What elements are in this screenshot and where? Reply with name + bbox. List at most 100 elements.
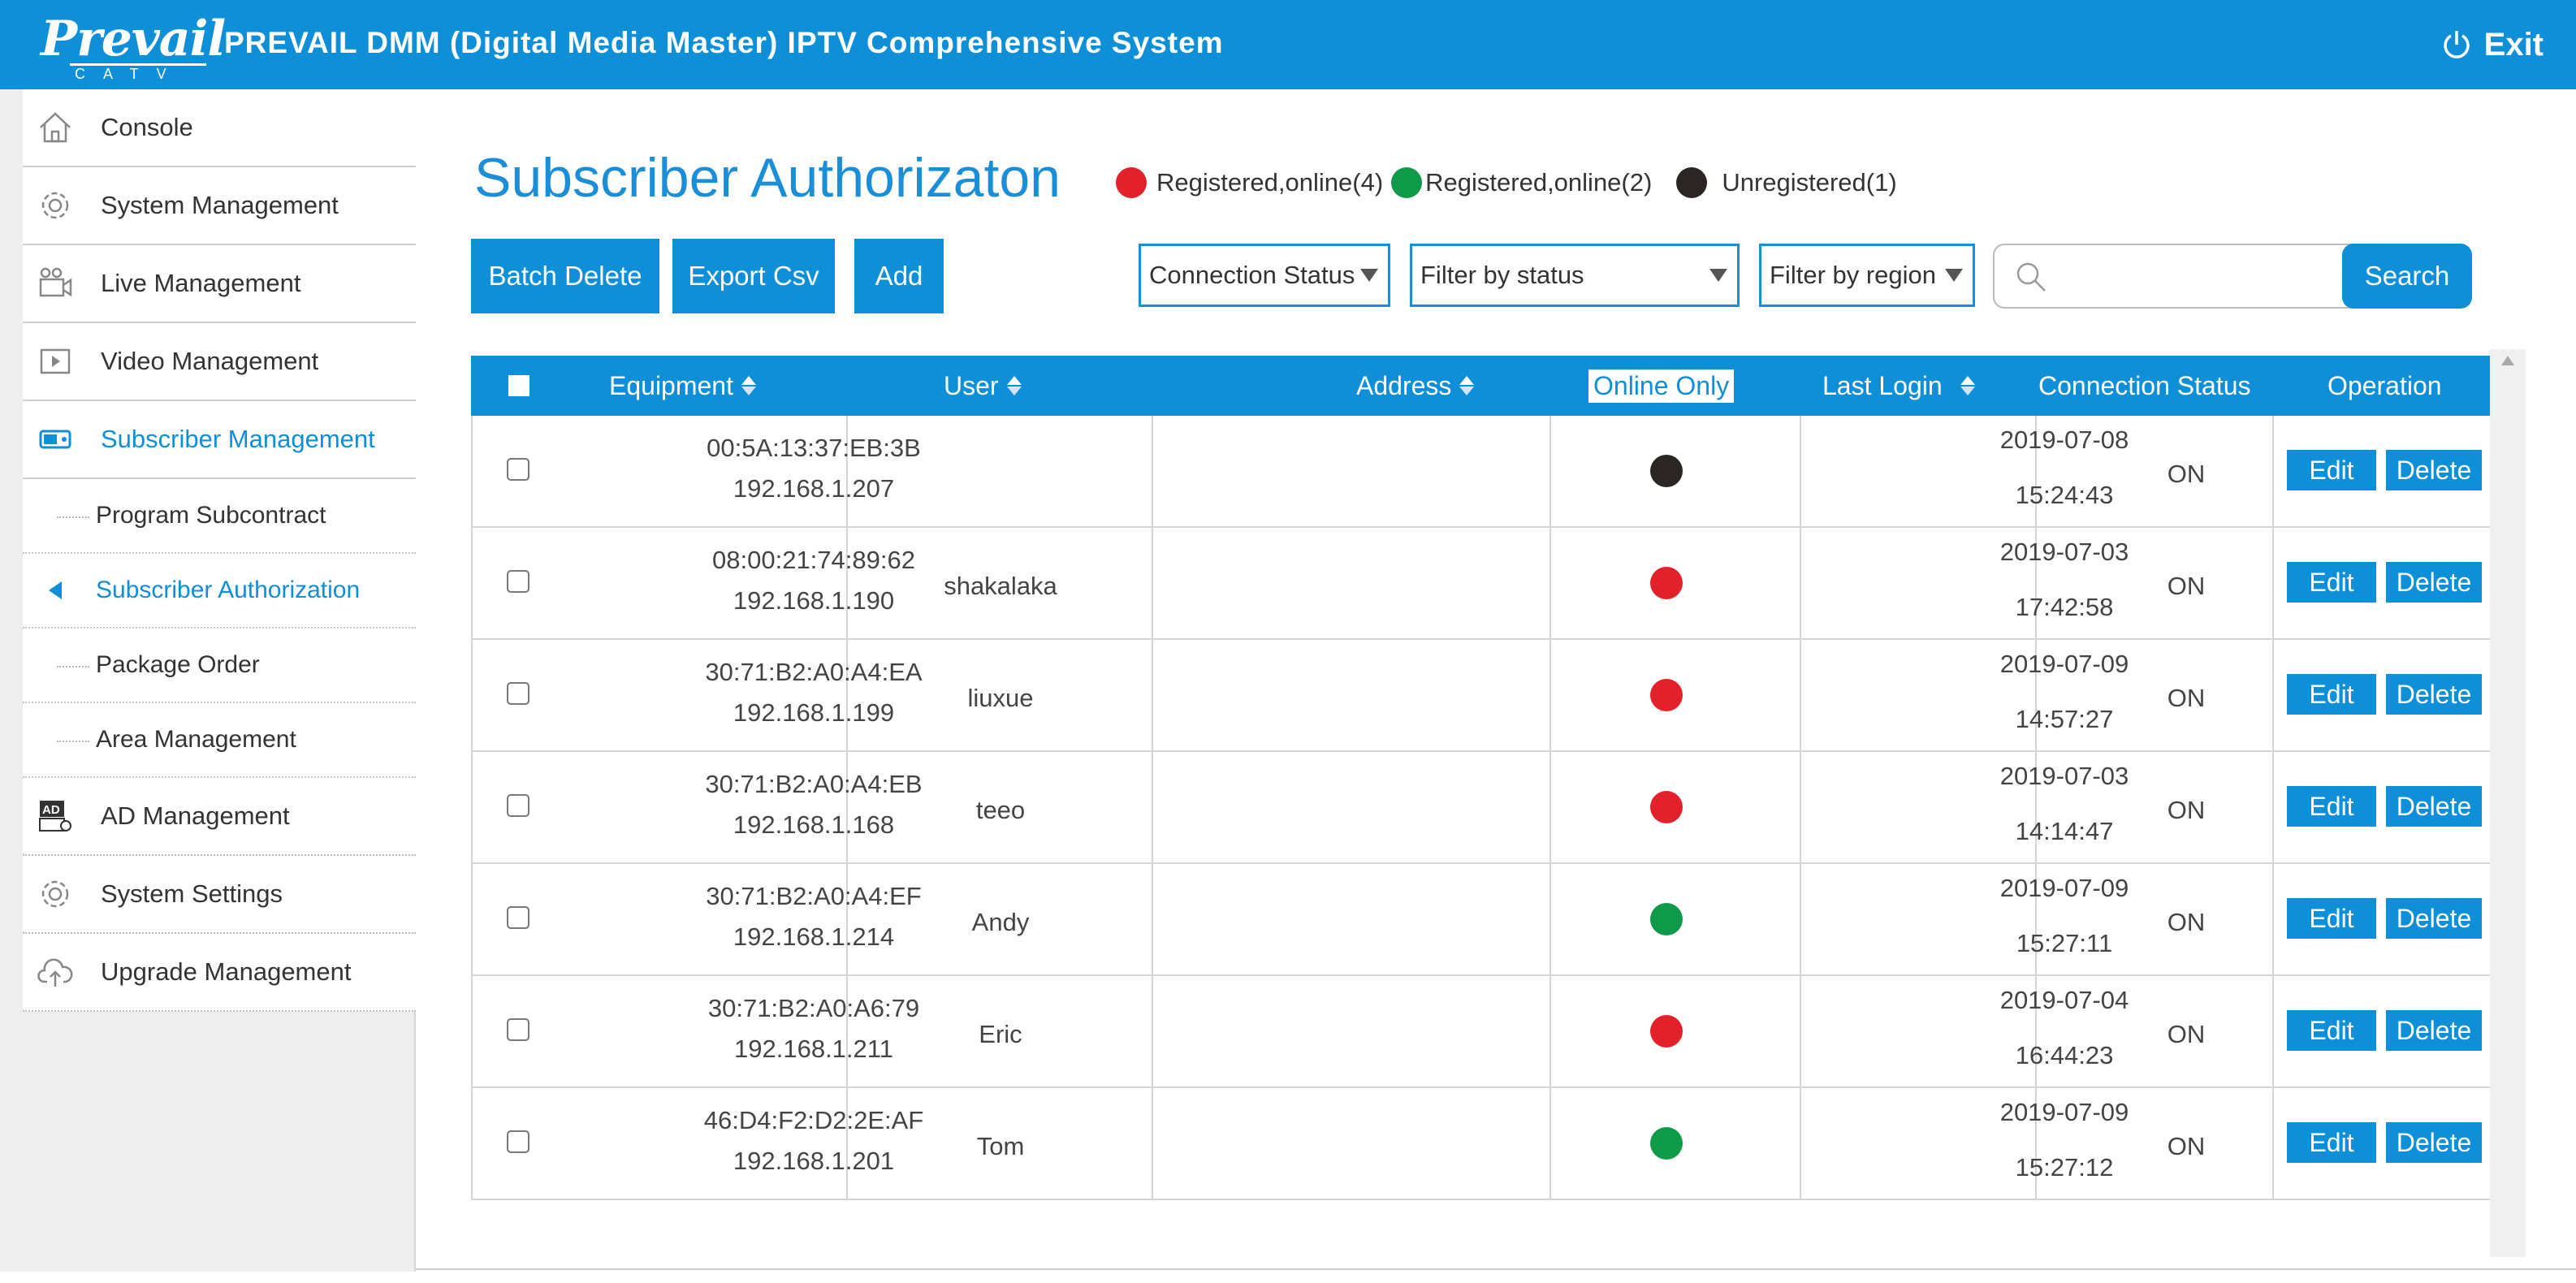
- sidebar-subitem-subscriber-authorization[interactable]: Subscriber Authorization: [23, 554, 416, 629]
- row-checkbox[interactable]: [507, 794, 529, 817]
- connection-status-select[interactable]: Connection Status: [1139, 244, 1390, 307]
- user-cell: Andy: [879, 864, 1122, 974]
- delete-button[interactable]: Delete: [2386, 562, 2482, 603]
- delete-button[interactable]: Delete: [2386, 1010, 2482, 1051]
- table-row: 30:71:B2:A0:A4:EF 192.168.1.214 Andy 2019-0…: [471, 864, 2490, 976]
- sidebar-item-video-management[interactable]: Video Management: [23, 323, 416, 401]
- status-dot-icon: [1650, 679, 1683, 711]
- region-filter-select[interactable]: Filter by region: [1759, 244, 1975, 307]
- edit-button[interactable]: Edit: [2287, 786, 2376, 827]
- delete-button[interactable]: Delete: [2386, 674, 2482, 715]
- sidebar-item-label: System Settings: [101, 879, 283, 908]
- column-divider: [846, 976, 848, 1086]
- delete-button[interactable]: Delete: [2386, 786, 2482, 827]
- delete-button[interactable]: Delete: [2386, 898, 2482, 939]
- column-divider: [1800, 752, 1801, 862]
- sidebar-subitem-package-order[interactable]: Package Order: [23, 629, 416, 703]
- sidebar-item-live-management[interactable]: Live Management: [23, 245, 416, 323]
- user-cell: liuxue: [879, 640, 1122, 750]
- select-value: Filter by status: [1420, 261, 1584, 289]
- user-cell: Tom: [879, 1088, 1122, 1199]
- connection-status-cell: ON: [2064, 528, 2308, 638]
- login-date: 2019-07-09: [1999, 1098, 2129, 1126]
- header-equipment[interactable]: Equipment: [609, 356, 756, 416]
- login-time: 17:42:58: [2015, 593, 2114, 621]
- online-only-toggle[interactable]: Online Only: [1588, 356, 1735, 416]
- login-date: 2019-07-03: [1999, 762, 2129, 790]
- address-cell: [1155, 752, 1545, 862]
- column-divider: [1549, 752, 1551, 862]
- sidebar-item-upgrade-management[interactable]: Upgrade Management: [23, 934, 416, 1012]
- header-user[interactable]: User: [944, 356, 1022, 416]
- vertical-scrollbar[interactable]: [2490, 349, 2526, 1257]
- sidebar-item-label: Video Management: [101, 347, 319, 375]
- row-checkbox[interactable]: [507, 458, 529, 481]
- active-arrow-icon: [49, 581, 62, 599]
- sidebar-item-system-management[interactable]: System Management: [23, 167, 416, 245]
- power-icon: [2443, 31, 2470, 58]
- edit-button[interactable]: Edit: [2287, 674, 2376, 715]
- user-cell: [879, 416, 1122, 526]
- camera-icon: [34, 264, 76, 303]
- exit-button[interactable]: Exit: [2440, 24, 2544, 65]
- connection-value: ON: [2167, 460, 2206, 488]
- export-csv-button[interactable]: Export Csv: [672, 239, 835, 313]
- sidebar-item-ad-management[interactable]: AD AD Management: [23, 778, 416, 856]
- sidebar-item-console[interactable]: Console: [23, 89, 416, 167]
- column-divider: [1152, 640, 1153, 750]
- header-address[interactable]: Address: [1356, 356, 1475, 416]
- search-input[interactable]: [2060, 253, 2344, 299]
- add-button[interactable]: Add: [854, 239, 944, 313]
- batch-delete-button[interactable]: Batch Delete: [471, 239, 659, 313]
- row-checkbox[interactable]: [507, 1130, 529, 1153]
- user-cell: Eric: [879, 976, 1122, 1086]
- row-checkbox[interactable]: [507, 906, 529, 929]
- exit-label: Exit: [2483, 26, 2544, 63]
- sort-icon: [1960, 376, 1975, 395]
- black-dot-icon: [1676, 167, 1708, 198]
- sidebar-item-system-settings[interactable]: System Settings: [23, 856, 416, 934]
- sidebar-subitem-program-subcontract[interactable]: Program Subcontract: [23, 479, 416, 554]
- row-checkbox[interactable]: [507, 570, 529, 593]
- divider: [416, 1268, 2576, 1270]
- delete-button[interactable]: Delete: [2386, 450, 2482, 490]
- select-all-checkbox[interactable]: [508, 356, 529, 416]
- delete-button[interactable]: Delete: [2386, 1122, 2482, 1163]
- column-divider: [1152, 752, 1153, 862]
- sidebar-subitem-label: Program Subcontract: [96, 502, 326, 529]
- row-checkbox[interactable]: [507, 1018, 529, 1041]
- row-checkbox[interactable]: [507, 682, 529, 705]
- header-last-login[interactable]: Last Login: [1822, 356, 1975, 416]
- column-divider: [1152, 528, 1153, 638]
- sidebar-subitem-area-management[interactable]: Area Management: [23, 703, 416, 778]
- edit-button[interactable]: Edit: [2287, 562, 2376, 603]
- edit-button[interactable]: Edit: [2287, 898, 2376, 939]
- connection-status-cell: ON: [2064, 1088, 2308, 1199]
- user-name: Eric: [979, 1020, 1022, 1048]
- column-divider: [2035, 640, 2037, 750]
- edit-button[interactable]: Edit: [2287, 1122, 2376, 1163]
- header-label: User: [944, 370, 999, 400]
- address-cell: [1155, 864, 1545, 974]
- user-name: Andy: [971, 908, 1030, 936]
- ip-address: 192.168.1.168: [733, 810, 895, 839]
- column-divider: [2272, 528, 2274, 638]
- column-divider: [2272, 640, 2274, 750]
- search-icon: [2016, 262, 2046, 292]
- column-divider: [846, 864, 848, 974]
- column-divider: [2272, 1088, 2274, 1199]
- equipment-cell: 30:71:B2:A0:A4:EF 192.168.1.214: [546, 864, 921, 974]
- sidebar-menu: Console System Management Live Managemen…: [23, 89, 416, 1012]
- equipment-cell: 30:71:B2:A0:A6:79 192.168.1.211: [546, 976, 919, 1086]
- edit-button[interactable]: Edit: [2287, 450, 2376, 490]
- mac-address: 00:5A:13:37:EB:3B: [707, 434, 921, 462]
- sidebar-item-subscriber-management[interactable]: Subscriber Management: [23, 401, 416, 479]
- edit-button[interactable]: Edit: [2287, 1010, 2376, 1051]
- select-value: Filter by region: [1770, 261, 1937, 289]
- column-divider: [1800, 640, 1801, 750]
- column-divider: [846, 1088, 848, 1199]
- search-button[interactable]: Search: [2342, 244, 2472, 309]
- address-cell: [1155, 640, 1545, 750]
- status-filter-select[interactable]: Filter by status: [1410, 244, 1740, 307]
- legend-entry-red: Registered,online(4): [1116, 167, 1383, 198]
